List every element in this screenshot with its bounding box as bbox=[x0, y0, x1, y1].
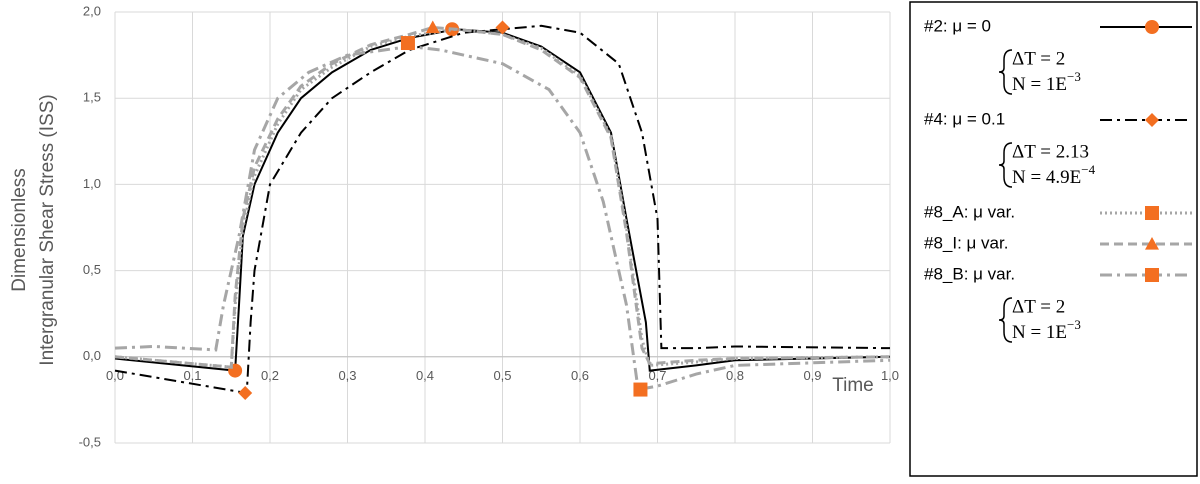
legend-label: #8_B: μ var. bbox=[924, 264, 1015, 283]
x-tick-label: 0,6 bbox=[571, 368, 589, 383]
x-tick-label: 1,0 bbox=[881, 368, 899, 383]
x-tick-label: 0,1 bbox=[183, 368, 201, 383]
note-n: N = 4.9E−4 bbox=[1012, 162, 1096, 188]
marker bbox=[1145, 113, 1159, 127]
marker bbox=[1145, 268, 1159, 282]
y-tick-label: 2,0 bbox=[83, 3, 101, 18]
x-tick-label: 0,5 bbox=[493, 368, 511, 383]
note-n-exp: −3 bbox=[1067, 317, 1081, 332]
x-tick-label: 0,2 bbox=[261, 368, 279, 383]
y-tick-label: 1,5 bbox=[83, 90, 101, 105]
note-n-base: N = 1E bbox=[1012, 322, 1067, 343]
note-delta-t: ΔT = 2.13 bbox=[1012, 141, 1089, 162]
legend-label: #8_I: μ var. bbox=[924, 233, 1008, 252]
x-axis-label: Time bbox=[832, 375, 874, 396]
note-n-base: N = 4.9E bbox=[1012, 167, 1081, 188]
note-delta-t: ΔT = 2 bbox=[1012, 48, 1065, 69]
marker bbox=[495, 20, 510, 35]
marker bbox=[1145, 20, 1159, 34]
legend-label: #4: μ = 0.1 bbox=[924, 109, 1005, 128]
marker bbox=[238, 386, 253, 401]
y-tick-label: 0,0 bbox=[83, 348, 101, 363]
y-tick-label: 0,5 bbox=[83, 262, 101, 277]
marker bbox=[400, 36, 415, 51]
brace bbox=[998, 297, 1013, 343]
note-n-exp: −4 bbox=[1081, 162, 1095, 177]
note-n: N = 1E−3 bbox=[1012, 317, 1081, 343]
note-n: N = 1E−3 bbox=[1012, 69, 1081, 95]
x-tick-label: 0,4 bbox=[416, 368, 434, 383]
brace bbox=[998, 142, 1013, 188]
y-axis-label: Intergranular Shear Stress (ISS) bbox=[37, 94, 58, 365]
legend-box bbox=[909, 1, 1198, 477]
series-line bbox=[114, 44, 891, 392]
marker bbox=[1145, 237, 1159, 250]
marker bbox=[633, 382, 648, 397]
x-tick-label: 0,9 bbox=[803, 368, 821, 383]
marker bbox=[1145, 206, 1159, 220]
legend-label: #8_A: μ var. bbox=[924, 202, 1015, 221]
series-line bbox=[114, 24, 891, 395]
legend-label: #2: μ = 0 bbox=[924, 16, 991, 35]
x-tick-label: 0,3 bbox=[338, 368, 356, 383]
x-tick-label: 0,8 bbox=[726, 368, 744, 383]
note-n-exp: −3 bbox=[1067, 69, 1081, 84]
brace bbox=[998, 49, 1013, 95]
y-axis-label: Dimensionless bbox=[9, 168, 30, 292]
marker bbox=[425, 20, 440, 34]
y-tick-label: -0,5 bbox=[79, 434, 101, 449]
y-tick-label: 1,0 bbox=[83, 176, 101, 191]
note-delta-t: ΔT = 2 bbox=[1012, 296, 1065, 317]
x-tick-label: 0,0 bbox=[106, 368, 124, 383]
x-tick-label: 0,7 bbox=[648, 368, 666, 383]
note-n-base: N = 1E bbox=[1012, 74, 1067, 95]
